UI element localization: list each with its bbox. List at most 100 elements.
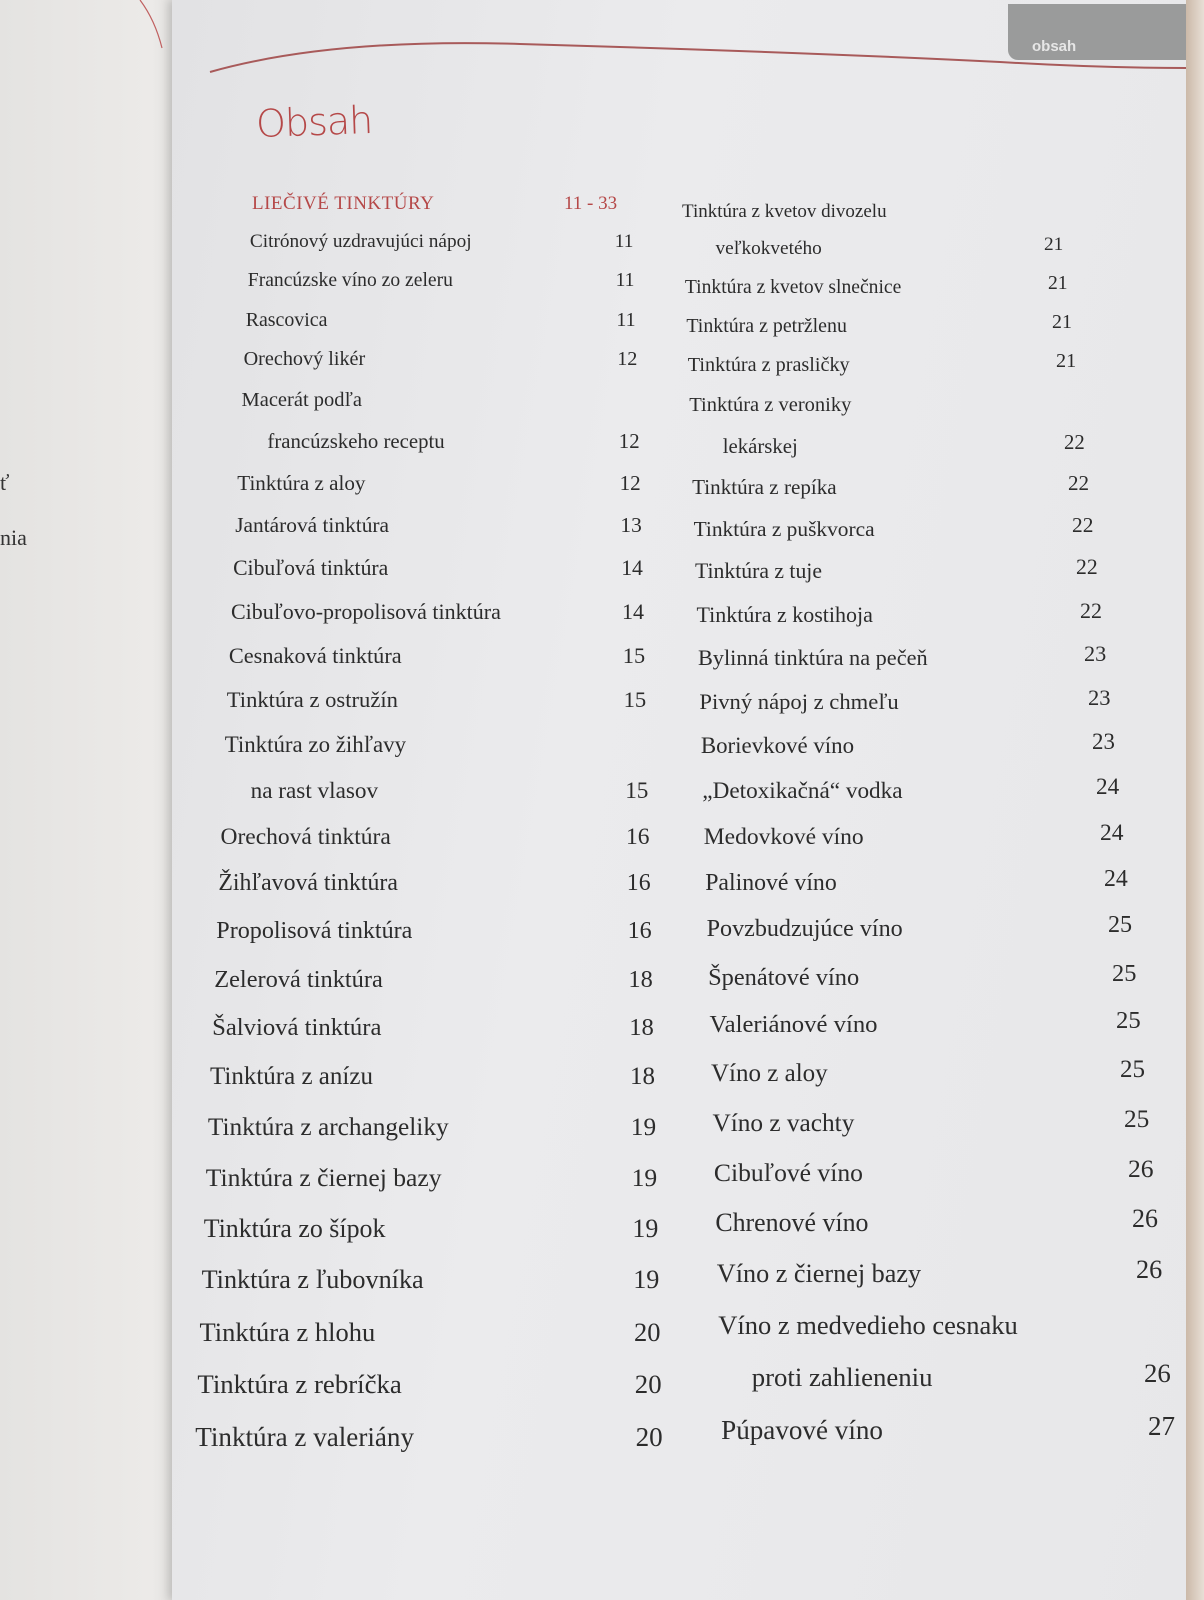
left-page-fragment: nia [0, 525, 27, 550]
toc-entry-title: Tinktúra z puškvorca [693, 516, 875, 541]
toc-entry-title: Valeriánové víno [709, 1011, 878, 1039]
toc-entry-title: Tinktúra z veroniky [689, 394, 852, 417]
toc-entry-title: Chrenové víno [715, 1208, 869, 1238]
toc-entry-page: 14 [622, 599, 644, 624]
toc-entry-title: Tinktúra z archangeliky [207, 1112, 449, 1141]
toc-entry-page: 24 [1096, 774, 1120, 801]
toc-entry-title: Francúzske víno zo zeleru [247, 269, 453, 291]
toc-entry-title: Cibuľové víno [713, 1158, 863, 1188]
toc-entry-page: 18 [628, 965, 653, 993]
toc-entry-page: 19 [631, 1162, 658, 1192]
toc-entry-title: na rast vlasov [250, 777, 379, 804]
toc-entry-page: 21 [1048, 272, 1068, 294]
toc-entry-title: Bylinná tinktúra na pečeň [697, 644, 928, 670]
toc-entry-title: Pivný nápoj z chmeľu [699, 688, 899, 714]
toc-entry-page: 26 [1132, 1204, 1158, 1234]
toc-entry-title: Borievkové víno [700, 733, 855, 759]
toc-entry-page: 12 [617, 348, 638, 371]
decorative-lines [139, 0, 1187, 73]
left-page-fragment: ť [0, 470, 10, 495]
page-title: Obsah [255, 97, 373, 147]
toc-entry-title: Tinktúra z ostružín [226, 687, 398, 713]
toc-entry-title: Tinktúra zo šípok [203, 1213, 386, 1243]
toc-entry-page: 12 [618, 429, 640, 453]
toc-entry-page: 21 [1044, 234, 1064, 256]
toc-entry-title: Orechový likér [243, 348, 366, 371]
toc-entry-title: Tinktúra z petržlenu [686, 315, 847, 338]
toc-entry-title: „Detoxikačná“ vodka [702, 778, 903, 805]
toc-entry-page: 22 [1072, 512, 1094, 537]
toc-entry-title: Tinktúra z repíka [692, 475, 837, 500]
toc-entry-page: 11 [616, 308, 636, 331]
toc-entry-title: veľkokvetého [715, 238, 822, 260]
toc-entry-page: 12 [619, 471, 641, 496]
toc-entry-title: Medovkové víno [703, 823, 864, 850]
toc-entry-title: lekárskej [722, 434, 798, 458]
toc-entry-title: Citrónový uzdravujúci nápoj [249, 230, 472, 252]
toc-entry-title: Tinktúra z kvetov slnečnice [684, 276, 902, 298]
left-page: ť nia [0, 0, 190, 1600]
toc-entry-page: 20 [634, 1369, 662, 1400]
toc-entry-title: Tinktúra z tuje [695, 559, 822, 584]
toc-entry-page: 26 [1136, 1255, 1163, 1285]
toc-entry-page: 15 [623, 687, 647, 713]
toc-entry-title: Tinktúra z hlohu [199, 1316, 376, 1347]
toc-entry-page: 25 [1108, 912, 1133, 939]
toc-entry-title: Jantárová tinktúra [235, 513, 390, 538]
toc-entry-title: Tinktúra zo žihľavy [224, 732, 407, 758]
toc-entry-page: 15 [622, 642, 646, 668]
toc-entry-page: 13 [620, 513, 642, 538]
toc-entry-page: 24 [1104, 865, 1128, 892]
toc-entry-title: Víno z aloy [711, 1059, 828, 1087]
toc-entry-page: 25 [1112, 959, 1137, 987]
toc-entry-page: 16 [627, 917, 652, 944]
toc-entry-title: Žihľavová tinktúra [218, 870, 398, 897]
toc-entry-page: 27 [1148, 1410, 1176, 1441]
toc-entry-page: 21 [1052, 311, 1072, 334]
toc-entry-title: Tinktúra z anízu [210, 1063, 373, 1090]
section-tab: obsah [1008, 4, 1186, 60]
toc-entry-page: 11 [615, 269, 635, 291]
toc-entry-title: Povzbudzujúce víno [706, 916, 903, 943]
toc-entry-title: Šalviová tinktúra [212, 1013, 382, 1041]
toc-entry-title: Cibuľovo-propolisová tinktúra [231, 599, 501, 624]
toc-entry-page: 19 [630, 1112, 657, 1141]
toc-entry-title: Tinktúra z aloy [237, 471, 366, 496]
toc-section-heading: LIEČIVÉ TINKTÚRY [252, 193, 435, 214]
toc-entry-title: Víno z medvedieho cesnaku [718, 1310, 1018, 1341]
toc-entry-title: proti zahlieneniu [751, 1362, 933, 1393]
toc-entry-page: 25 [1120, 1055, 1145, 1083]
toc-entry-page: 23 [1084, 640, 1107, 666]
toc-entry-page: 18 [630, 1063, 655, 1090]
toc-entry-title: Víno z vachty [712, 1108, 855, 1137]
toc-entry-title: Špenátové víno [708, 963, 860, 991]
toc-entry-title: Orechová tinktúra [220, 823, 391, 850]
toc-entry-title: Tinktúra z valeriány [195, 1422, 415, 1453]
toc-entry-title: Tinktúra z rebríčka [197, 1369, 402, 1400]
section-tab-label: obsah [1032, 38, 1077, 55]
toc-entry-title: Tinktúra z kostihoja [696, 601, 873, 627]
toc-entry-page: 23 [1088, 684, 1111, 710]
toc-entry-title: Rascovica [245, 308, 328, 331]
toc-entry-title: Tinktúra z prasličky [687, 354, 850, 377]
toc-entry-page: 19 [632, 1213, 659, 1243]
toc-entry-page: 22 [1076, 555, 1098, 580]
toc-entry-page: 15 [625, 777, 649, 804]
toc-entry-page: 25 [1116, 1007, 1141, 1035]
toc-entry-title: Tinktúra z čiernej bazy [205, 1162, 442, 1192]
toc-entry-page: 25 [1124, 1104, 1150, 1133]
toc-entry-page: 21 [1056, 350, 1077, 373]
toc-entry-page: 20 [634, 1316, 661, 1347]
page-edge [1186, 0, 1204, 1600]
toc-entry-title: Cesnaková tinktúra [228, 642, 402, 668]
toc-entry-page: 16 [626, 823, 650, 850]
toc-entry-page: 26 [1128, 1154, 1154, 1184]
toc-entry-page: 26 [1144, 1358, 1171, 1389]
toc-entry-title: Zelerová tinktúra [214, 965, 383, 993]
toc-entry-page: 24 [1100, 819, 1124, 846]
toc-entry-page: 11 [614, 230, 634, 252]
toc-entry-title: Tinktúra z ľubovníka [201, 1264, 424, 1294]
toc-section-page-range: 11 - 33 [564, 193, 618, 214]
toc-entry-page: 23 [1092, 729, 1115, 755]
toc-entry-title: Víno z čiernej bazy [716, 1259, 922, 1289]
